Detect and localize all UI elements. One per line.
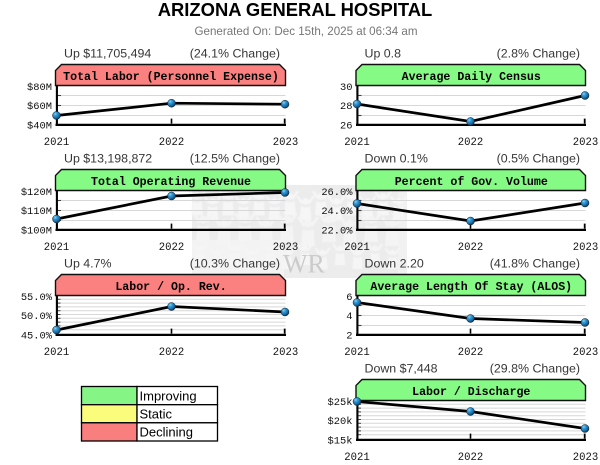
svg-text:2021: 2021 bbox=[44, 242, 69, 254]
svg-text:Up $11,705,494: Up $11,705,494 bbox=[64, 47, 151, 61]
svg-text:Average Daily Census: Average Daily Census bbox=[402, 71, 541, 84]
svg-text:2021: 2021 bbox=[344, 137, 369, 149]
svg-text:50.0%: 50.0% bbox=[21, 311, 53, 323]
svg-text:2022: 2022 bbox=[159, 242, 184, 254]
svg-text:2022: 2022 bbox=[458, 452, 483, 464]
svg-text:$100M: $100M bbox=[21, 226, 52, 238]
svg-text:Total Operating Revenue: Total Operating Revenue bbox=[91, 176, 251, 189]
svg-text:Total Labor (Personnel Expense: Total Labor (Personnel Expense) bbox=[63, 71, 279, 84]
svg-text:ARIZONA GENERAL HOSPITAL: ARIZONA GENERAL HOSPITAL bbox=[158, 0, 433, 20]
svg-text:$60M: $60M bbox=[27, 101, 52, 113]
svg-text:2023: 2023 bbox=[573, 347, 598, 359]
svg-text:2023: 2023 bbox=[273, 242, 298, 254]
svg-text:2023: 2023 bbox=[273, 347, 298, 359]
svg-text:Down 0.1%: Down 0.1% bbox=[365, 152, 428, 166]
svg-text:Improving: Improving bbox=[140, 388, 197, 403]
svg-text:2022: 2022 bbox=[159, 347, 184, 359]
svg-text:6: 6 bbox=[346, 292, 352, 304]
svg-text:2021: 2021 bbox=[44, 137, 69, 149]
svg-text:Up 4.7%: Up 4.7% bbox=[64, 257, 112, 271]
svg-text:2022: 2022 bbox=[159, 137, 184, 149]
svg-text:(24.1% Change): (24.1% Change) bbox=[190, 47, 280, 61]
svg-text:Average Length Of Stay (ALOS): Average Length Of Stay (ALOS) bbox=[370, 281, 572, 294]
svg-text:2023: 2023 bbox=[273, 137, 298, 149]
svg-text:$120M: $120M bbox=[21, 187, 52, 199]
svg-text:(2.8% Change): (2.8% Change) bbox=[497, 47, 580, 61]
svg-text:(0.5% Change): (0.5% Change) bbox=[497, 152, 580, 166]
svg-text:30: 30 bbox=[340, 82, 352, 94]
svg-text:Generated On: Dec 15th, 2025 a: Generated On: Dec 15th, 2025 at 06:34 am bbox=[194, 25, 417, 38]
svg-text:2021: 2021 bbox=[344, 452, 369, 464]
svg-text:WR: WR bbox=[283, 250, 326, 279]
svg-text:26.0%: 26.0% bbox=[321, 187, 353, 199]
svg-text:$15k: $15k bbox=[328, 436, 353, 448]
svg-text:Down 2.20: Down 2.20 bbox=[365, 257, 424, 271]
svg-text:2: 2 bbox=[346, 331, 352, 343]
svg-text:2021: 2021 bbox=[344, 347, 369, 359]
svg-text:Declining: Declining bbox=[140, 425, 193, 440]
svg-text:Labor / Op. Rev.: Labor / Op. Rev. bbox=[115, 281, 226, 294]
svg-text:Up 0.8: Up 0.8 bbox=[365, 47, 402, 61]
svg-text:(10.3% Change): (10.3% Change) bbox=[190, 257, 280, 271]
svg-text:Labor / Discharge: Labor / Discharge bbox=[412, 386, 530, 399]
svg-text:2021: 2021 bbox=[344, 242, 369, 254]
svg-text:$110M: $110M bbox=[21, 206, 52, 218]
svg-text:(29.8% Change): (29.8% Change) bbox=[490, 362, 580, 376]
svg-text:26: 26 bbox=[340, 121, 352, 133]
svg-text:2021: 2021 bbox=[44, 347, 69, 359]
svg-text:2022: 2022 bbox=[458, 242, 483, 254]
svg-text:28: 28 bbox=[340, 101, 352, 113]
svg-text:(12.5% Change): (12.5% Change) bbox=[190, 152, 280, 166]
svg-text:2023: 2023 bbox=[573, 242, 598, 254]
svg-text:Up $13,198,872: Up $13,198,872 bbox=[64, 152, 152, 166]
svg-text:45.0%: 45.0% bbox=[21, 331, 53, 343]
svg-text:2023: 2023 bbox=[573, 137, 598, 149]
svg-text:4: 4 bbox=[346, 311, 352, 323]
svg-text:(41.8% Change): (41.8% Change) bbox=[490, 257, 580, 271]
svg-text:22.0%: 22.0% bbox=[321, 226, 353, 238]
svg-text:$80M: $80M bbox=[27, 82, 52, 94]
svg-text:$40M: $40M bbox=[27, 121, 52, 133]
svg-text:2022: 2022 bbox=[458, 137, 483, 149]
svg-text:Percent of Gov. Volume: Percent of Gov. Volume bbox=[395, 176, 548, 189]
svg-text:$25k: $25k bbox=[328, 397, 353, 409]
svg-text:$20k: $20k bbox=[328, 416, 353, 428]
svg-text:55.0%: 55.0% bbox=[21, 292, 53, 304]
svg-text:Down $7,448: Down $7,448 bbox=[365, 362, 438, 376]
svg-text:24.0%: 24.0% bbox=[321, 206, 353, 218]
svg-text:2023: 2023 bbox=[573, 452, 598, 464]
svg-text:2022: 2022 bbox=[458, 347, 483, 359]
svg-text:Static: Static bbox=[140, 407, 173, 422]
